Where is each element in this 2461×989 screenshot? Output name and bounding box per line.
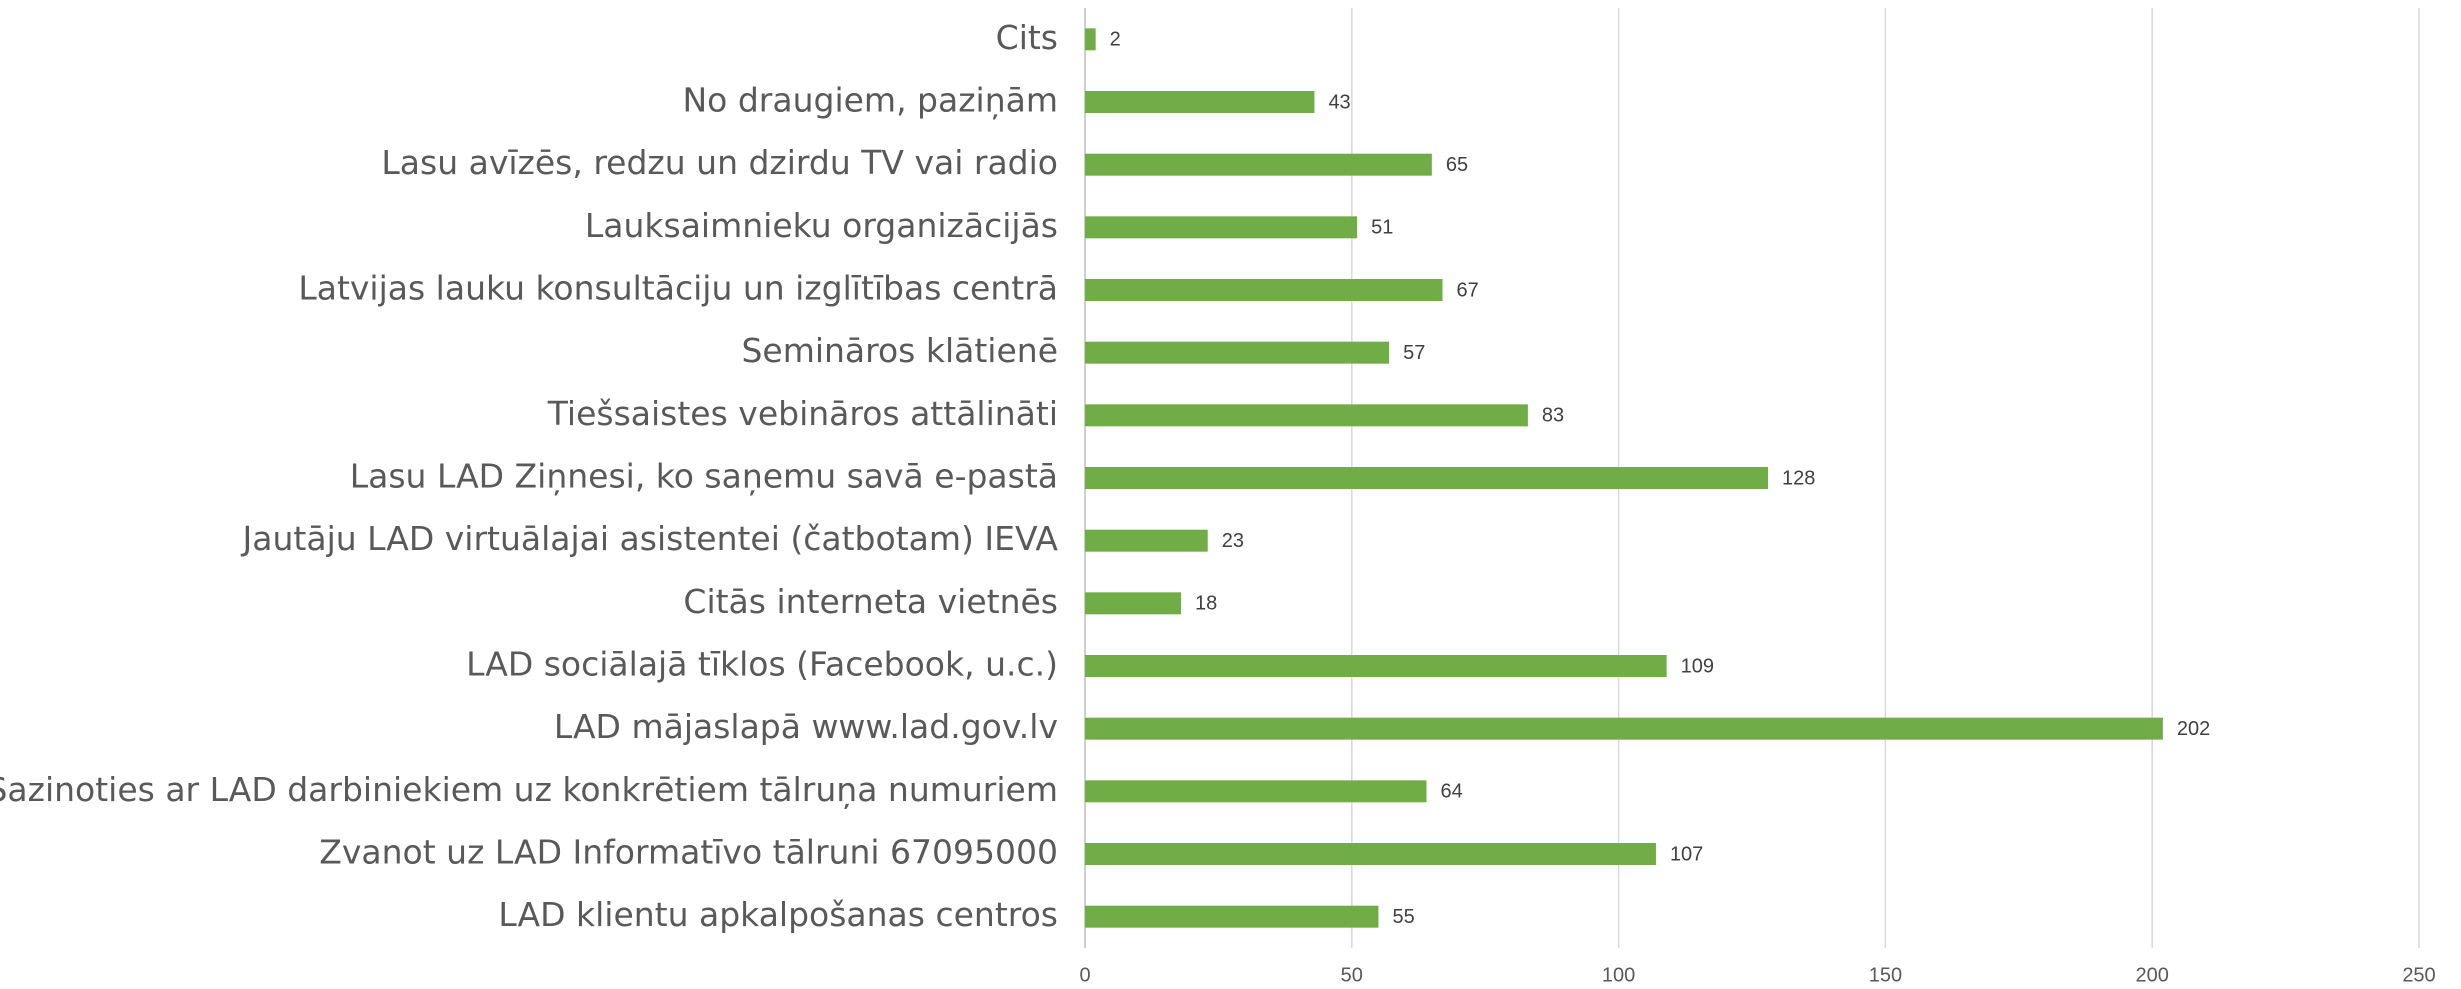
x-tick-label: 100 (1602, 964, 1635, 986)
data-label: 109 (1681, 655, 1714, 677)
data-label: 65 (1446, 154, 1468, 176)
data-label: 55 (1392, 906, 1414, 928)
data-label: 107 (1670, 843, 1703, 865)
bar (1085, 216, 1358, 239)
data-label: 67 (1457, 279, 1479, 301)
data-label: 23 (1222, 530, 1244, 552)
bar (1085, 341, 1390, 364)
bar (1085, 404, 1528, 427)
y-tick-label: LAD mājaslapā www.lad.gov.lv (554, 707, 1058, 746)
data-label: 57 (1403, 342, 1425, 364)
y-tick-label: LAD klientu apkalpošanas centros (498, 895, 1058, 934)
y-tick-label: Latvijas lauku konsultāciju un izglītība… (298, 269, 1058, 308)
y-tick-label: LAD sociālajā tīklos (Facebook, u.c.) (466, 645, 1058, 684)
x-tick-label: 0 (1079, 964, 1090, 986)
bar (1085, 529, 1208, 552)
y-tick-label: Tiešsaistes vebināros attālināti (547, 394, 1058, 433)
y-tick-label: Cits (996, 18, 1058, 57)
bar (1085, 28, 1096, 51)
y-tick-label: Sazinoties ar LAD darbiniekiem uz konkrē… (0, 770, 1058, 809)
data-label: 128 (1782, 467, 1815, 489)
bar (1085, 843, 1656, 865)
bar (1085, 592, 1182, 615)
data-label: 51 (1371, 217, 1393, 239)
x-tick-label: 150 (1869, 964, 1902, 986)
bar (1085, 279, 1443, 301)
data-label: 83 (1542, 405, 1564, 427)
y-tick-label: Jautāju LAD virtuālajai asistentei (čatb… (241, 519, 1059, 558)
data-label: 2 (1110, 29, 1121, 51)
bar (1085, 153, 1432, 176)
y-tick-label: Semināros klātienē (741, 331, 1058, 370)
x-tick-label: 50 (1341, 964, 1363, 986)
bar (1085, 717, 2163, 740)
x-tick-label: 250 (2402, 964, 2435, 986)
y-tick-label: Lasu avīzēs, redzu un dzirdu TV vai radi… (381, 143, 1058, 182)
data-label: 43 (1328, 91, 1350, 113)
x-tick-label: 200 (2136, 964, 2169, 986)
data-label: 18 (1195, 593, 1217, 615)
y-tick-label: Zvanot uz LAD Informatīvo tālruni 670950… (319, 833, 1058, 872)
bar (1085, 905, 1379, 928)
y-tick-label: Lasu LAD Ziņnesi, ko saņemu savā e-pastā (350, 457, 1058, 496)
bar (1085, 780, 1427, 803)
y-tick-label: Lauksaimnieku organizācijās (585, 206, 1058, 245)
data-label: 202 (2177, 718, 2210, 740)
y-tick-label: No draugiem, paziņām (682, 81, 1058, 120)
y-tick-label: Citās interneta vietnēs (683, 582, 1058, 621)
bar (1085, 467, 1769, 489)
bar (1085, 91, 1315, 113)
bar (1085, 655, 1667, 677)
data-label: 64 (1441, 781, 1463, 803)
